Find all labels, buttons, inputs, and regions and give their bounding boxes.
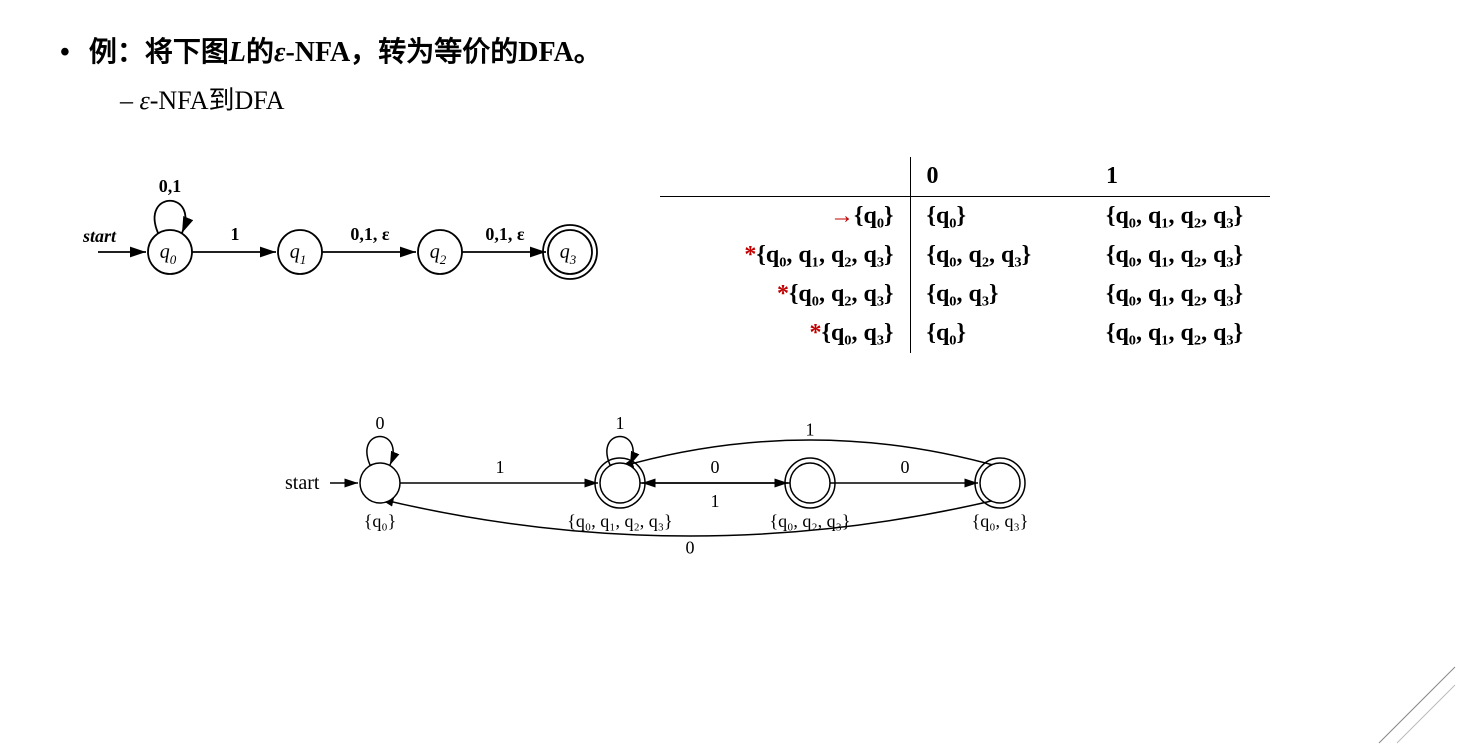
svg-text:1: 1 xyxy=(496,457,505,477)
title-part3: -NFA，转为等价的DFA。 xyxy=(285,37,601,68)
dfa-svg: start 0 1 1 0 0 1 1 0 {q₀} {q₀, q₁, q₂, q₃} {q₀, q₂… xyxy=(240,373,1120,623)
svg-text:{q₀, q₃}: {q₀, q₃} xyxy=(972,511,1029,531)
slide-sub-bullet: – ε-NFA到DFA xyxy=(120,80,1397,117)
page-corner-fold xyxy=(1367,665,1457,745)
sub-eps: ε xyxy=(140,86,150,115)
title-L: L xyxy=(229,37,246,68)
svg-text:0: 0 xyxy=(711,457,720,477)
dfa-diagram: start 0 1 1 0 0 1 1 0 {q₀} {q₀, q₁, q₂, q₃} {q₀, q₂… xyxy=(240,373,1397,628)
title-part1: 例：将下图 xyxy=(89,37,229,68)
title-part2: 的 xyxy=(246,37,274,68)
svg-text:1: 1 xyxy=(231,224,240,244)
svg-text:1: 1 xyxy=(806,419,815,439)
svg-text:0: 0 xyxy=(376,413,385,433)
svg-text:1: 1 xyxy=(616,413,625,433)
trans-table: 01→{q₀}{q₀}{q₀, q₁, q₂, q₃}*{q₀, q₁, q₂,… xyxy=(660,157,1270,353)
nfa-diagram: start0,110,1, ε0,1, εq0q1q2q3 xyxy=(60,157,620,352)
bullet-dot: • xyxy=(60,37,70,69)
svg-text:start: start xyxy=(82,226,117,246)
svg-text:0: 0 xyxy=(686,537,695,557)
svg-text:0,1: 0,1 xyxy=(159,176,182,196)
svg-text:0,1, ε: 0,1, ε xyxy=(350,224,390,244)
svg-text:0: 0 xyxy=(901,457,910,477)
svg-text:1: 1 xyxy=(711,491,720,511)
dash: – xyxy=(120,86,133,115)
svg-text:{q₀, q₁, q₂, q₃}: {q₀, q₁, q₂, q₃} xyxy=(567,511,672,531)
svg-text:{q₀}: {q₀} xyxy=(364,511,397,531)
title-eps: ε xyxy=(274,37,285,68)
slide-bullet: • 例：将下图L的ε-NFA，转为等价的DFA。 xyxy=(60,30,1397,70)
svg-text:{q₀, q₂, q₃}: {q₀, q₂, q₃} xyxy=(769,511,850,531)
nfa-svg: start0,110,1, ε0,1, εq0q1q2q3 xyxy=(60,157,620,347)
transition-table: 01→{q₀}{q₀}{q₀, q₁, q₂, q₃}*{q₀, q₁, q₂,… xyxy=(660,157,1397,353)
sub-rest: -NFA到DFA xyxy=(150,86,285,115)
svg-text:0,1, ε: 0,1, ε xyxy=(485,224,525,244)
svg-text:start: start xyxy=(285,472,320,494)
